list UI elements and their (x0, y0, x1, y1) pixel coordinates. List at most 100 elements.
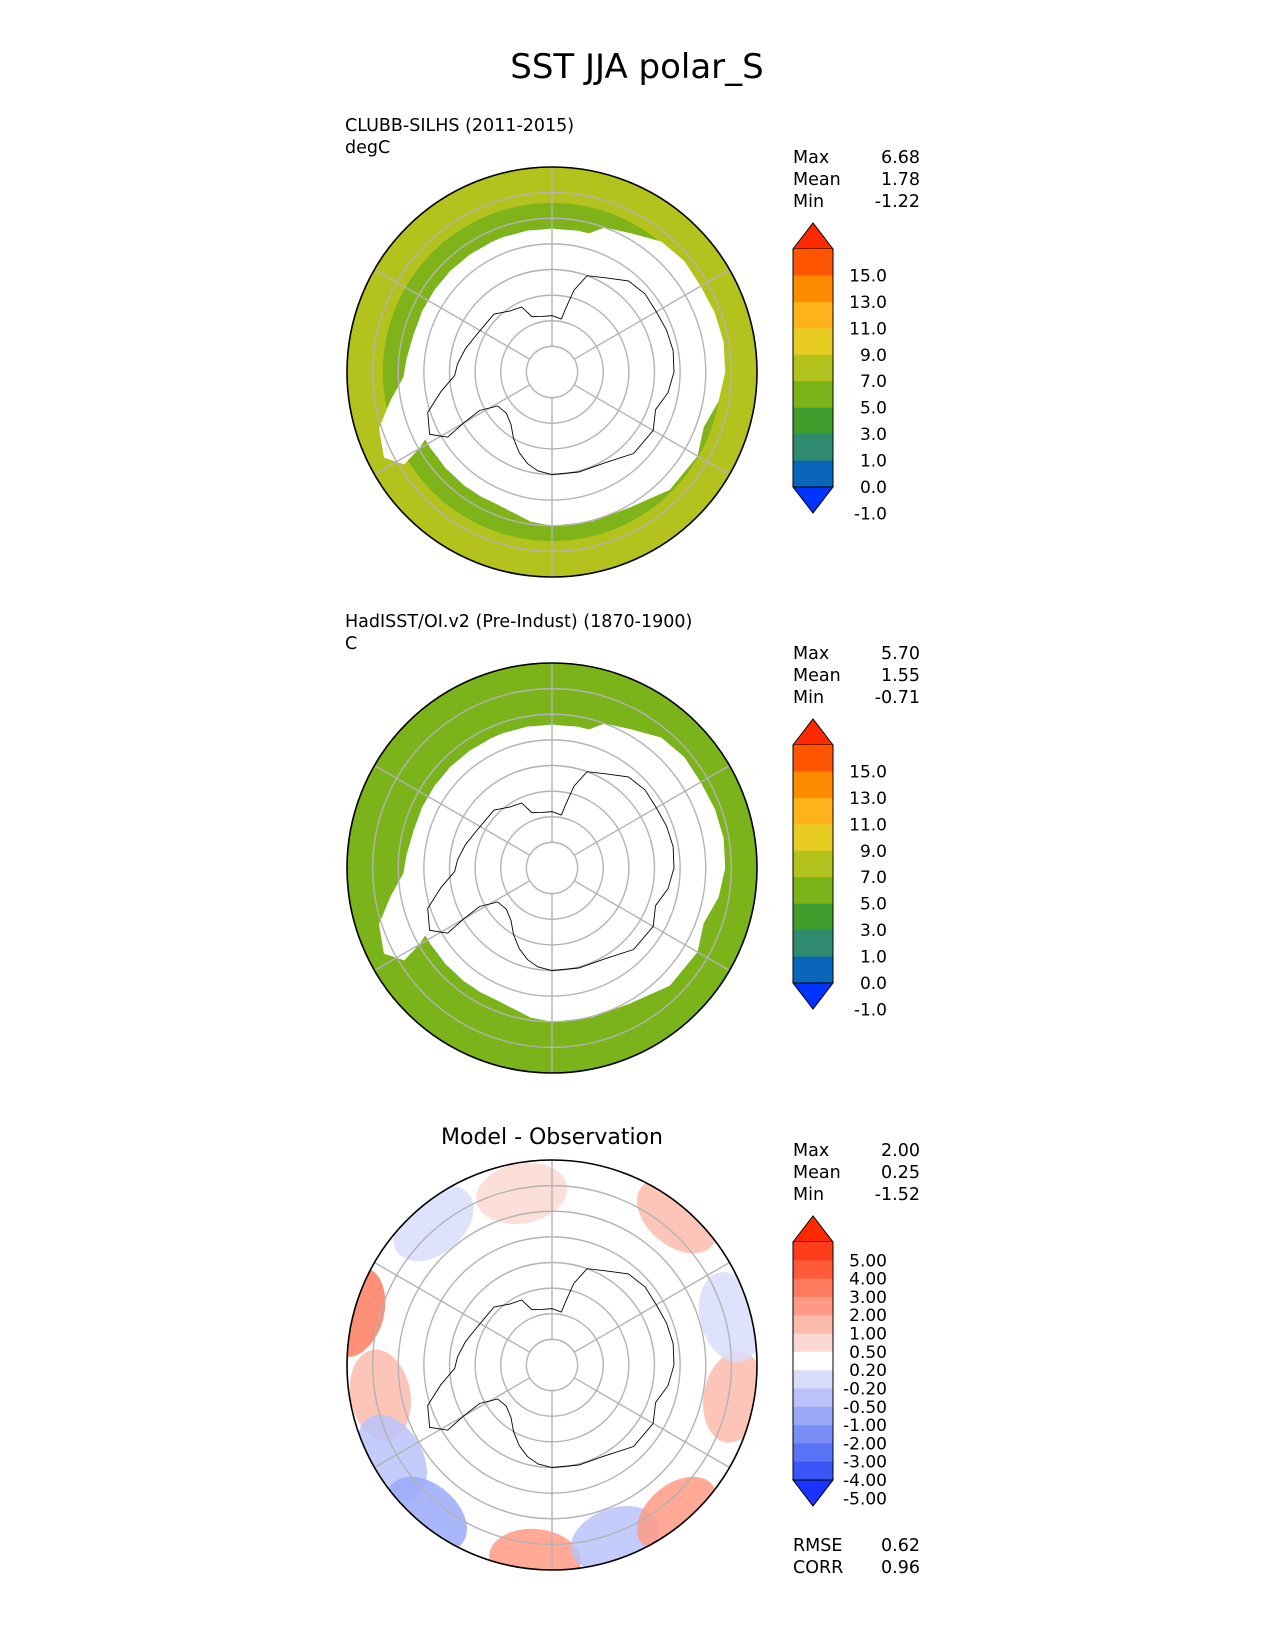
meridian-line (573, 1261, 730, 1353)
colorbar-tick-label: -2.00 (843, 1434, 887, 1454)
colorbar-cell (793, 745, 833, 772)
colorbar-extend-min (791, 982, 835, 1010)
coastline (427, 275, 675, 475)
colorbar-cell (793, 460, 833, 488)
colorbar-cell (793, 1461, 833, 1481)
meridian-line (374, 1261, 531, 1353)
colorbar-tick-label: -5.00 (843, 1489, 887, 1509)
stat-label: Max (793, 644, 829, 664)
panel-model: CLUBB-SILHS (2011-2015) degC Max 6.68 Mean… (345, 116, 920, 578)
colorbar-cell (793, 1370, 833, 1389)
meridian-line (573, 268, 730, 360)
meridian-line (374, 384, 531, 476)
colorbar-tick-label: 7.0 (860, 372, 887, 392)
polar-map (346, 1159, 758, 1571)
coastline (427, 1268, 675, 1468)
panel-title: HadISST/OI.v2 (Pre-Indust) (1870-1900) (345, 612, 692, 632)
colorbar-tick-label: 0.20 (849, 1361, 887, 1381)
colorbar-cell (793, 1242, 833, 1261)
colorbar-tick-label: 3.0 (860, 425, 887, 445)
colorbar-tick-label: 1.0 (860, 452, 887, 472)
colorbar-tick-label: -3.00 (843, 1453, 887, 1473)
colorbar-tick-label: -1.0 (854, 504, 887, 524)
colorbar-tick-label: -1.00 (843, 1416, 887, 1436)
graticule (371, 167, 733, 577)
colorbar-tick-label: 3.0 (860, 921, 887, 941)
metric-value: 0.96 (881, 1558, 920, 1578)
colorbar-cell (793, 797, 833, 825)
anomaly-patch (476, 1162, 568, 1225)
colorbar-tick-label: -0.50 (843, 1398, 887, 1418)
stats-block: Max 5.70 Mean 1.55 Min -0.71 (793, 644, 920, 708)
stat-label: Max (793, 148, 829, 168)
colorbar-tick-label: 11.0 (849, 319, 887, 339)
stat-value: -1.22 (875, 192, 920, 212)
sea-ice-mask (378, 723, 726, 1022)
map-border (346, 166, 758, 578)
colorbar-tick-label: 13.0 (849, 789, 887, 809)
panel-title: Model - Observation (441, 1125, 663, 1150)
colorbar-cell (793, 1260, 833, 1280)
colorbar-tick-label: 7.0 (860, 868, 887, 888)
meridian-line (374, 1377, 531, 1469)
colorbar-tick-label: 0.50 (849, 1343, 887, 1363)
map-border (346, 662, 758, 1074)
colorbar-tick-label: 4.00 (849, 1270, 887, 1290)
stat-value: -0.71 (875, 688, 920, 708)
metric-label: RMSE (793, 1536, 842, 1556)
meridian-line (573, 764, 730, 856)
stat-label: Mean (793, 666, 841, 686)
colorbar-cell (793, 956, 833, 984)
colorbar-cell (793, 1351, 833, 1371)
meridian-line (573, 1377, 730, 1469)
stat-value: 0.25 (881, 1163, 920, 1183)
colorbar-cell (793, 381, 833, 409)
polar-map (346, 166, 758, 578)
stat-label: Mean (793, 1163, 841, 1183)
coastline (427, 771, 675, 971)
colorbar-cell (793, 301, 833, 329)
colorbar-tick-label: 1.0 (860, 948, 887, 968)
stat-value: 5.70 (881, 644, 920, 664)
stat-value: 1.55 (881, 666, 920, 686)
colorbar-tick-label: 0.0 (860, 974, 887, 994)
meridian-line (374, 880, 531, 972)
stat-label: Min (793, 1185, 824, 1205)
stat-label: Mean (793, 170, 841, 190)
colorbar-tick-label: 2.00 (849, 1306, 887, 1326)
map-background (347, 1160, 757, 1570)
colorbar-tick-label: 15.0 (849, 762, 887, 782)
colorbar: 15.0 13.0 11.0 9.0 7.0 5.0 3.0 1.0 0.0 -1.0 (791, 718, 887, 1020)
colorbar-tick-label: 3.00 (849, 1288, 887, 1308)
colorbar-tick-label: -4.00 (843, 1471, 887, 1491)
colorbar-extend-min (791, 1479, 835, 1507)
colorbar-tick-label: -0.20 (843, 1379, 887, 1399)
colorbar-cell (793, 1388, 833, 1408)
map-border (346, 1159, 758, 1571)
colorbar-cell (793, 328, 833, 356)
colorbar-cell (793, 850, 833, 878)
colorbar-cell (793, 1443, 833, 1463)
stat-value: 2.00 (881, 1141, 920, 1161)
stat-value: -1.52 (875, 1185, 920, 1205)
colorbar-tick-label: 9.0 (860, 842, 887, 862)
metrics-block: RMSE 0.62 CORR 0.96 (793, 1536, 920, 1578)
colorbar-tick-label: -1.0 (854, 1000, 887, 1020)
panel-units: degC (345, 138, 390, 158)
meridian-line (573, 880, 730, 972)
colorbar-cell (793, 877, 833, 905)
colorbar-tick-label: 0.0 (860, 478, 887, 498)
stat-value: 1.78 (881, 170, 920, 190)
colorbar-cell (793, 407, 833, 435)
polar-map (346, 662, 758, 1074)
colorbar-cell (793, 275, 833, 303)
figure-title: SST JJA polar_S (510, 47, 764, 87)
colorbar-cell (793, 1315, 833, 1335)
metric-value: 0.62 (881, 1536, 920, 1556)
stat-label: Min (793, 688, 824, 708)
colorbar-extend-min (791, 486, 835, 514)
colorbar-extend-max (791, 1215, 835, 1243)
colorbar-cell (793, 1333, 833, 1353)
colorbar-tick-label: 5.00 (849, 1251, 887, 1271)
